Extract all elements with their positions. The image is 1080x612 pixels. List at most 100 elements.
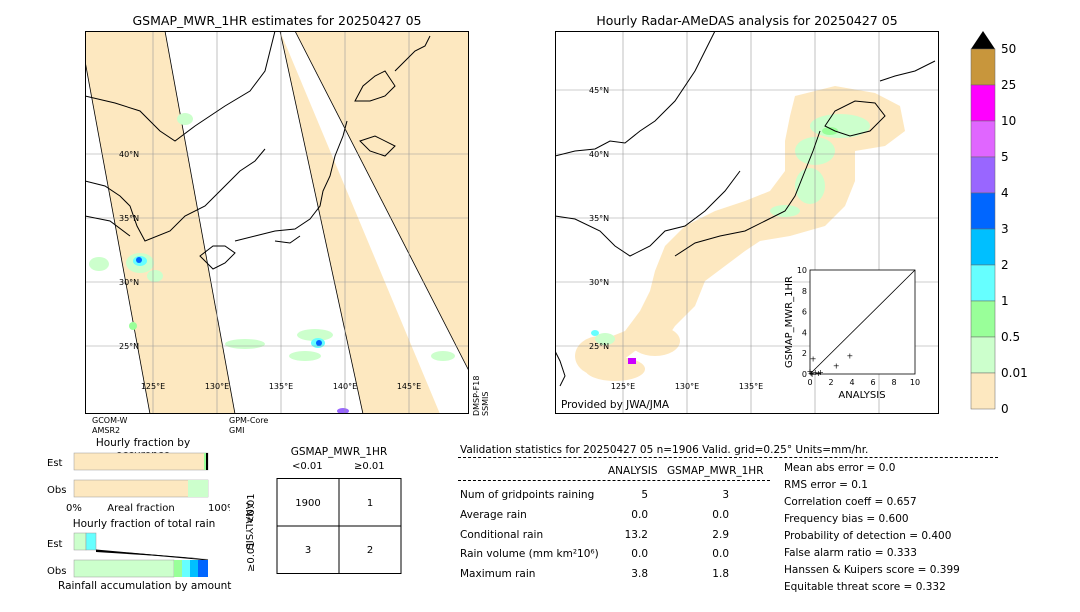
y-tick-labels: 0 2 4 6 8 10 (797, 266, 807, 379)
y-tick-label: 8 (802, 287, 807, 296)
sensor-label-left: GCOM-W AMSR2 (92, 416, 128, 435)
stat-row-label: Rain volume (mm km²10⁶) (460, 548, 599, 560)
scatter-point: + (810, 354, 817, 363)
colorbar-label: 25 (1001, 78, 1016, 92)
cell-11: 1900 (295, 498, 320, 509)
lon-label: 130°E (205, 382, 229, 391)
colorbar-labels: 50 25 10 5 4 3 2 1 0.5 0.01 0 (1001, 42, 1028, 416)
y-tick-label: 4 (802, 328, 807, 337)
map-credit: Provided by JWA/JMA (561, 399, 670, 411)
colorbar-label: 0.01 (1001, 366, 1028, 380)
x-tick-label: 0 (807, 378, 812, 387)
identity-line (809, 269, 916, 375)
contingency-table: ANALYSIS <0.01 ≥0.01 1900 1 3 2 (243, 478, 402, 574)
col-header-analysis: ANALYSIS (608, 465, 658, 477)
row-header-1: <0.01 (246, 493, 257, 524)
lat-label: 40°N (589, 150, 609, 159)
sensor-label-mid: GPM-Core GMI (229, 416, 269, 435)
stat-row-analysis: 0.0 (631, 509, 648, 521)
x-tick-label: 10 (910, 378, 920, 387)
colorbar-label: 0.5 (1001, 330, 1020, 344)
lon-label: 140°E (333, 382, 357, 391)
x-axis-label: ANALYSIS (838, 390, 885, 401)
scatter-point: + (815, 369, 822, 378)
scatter-point: + (812, 368, 819, 377)
obs-total-bar-3 (182, 560, 190, 577)
colorbar-label: 4 (1001, 186, 1009, 200)
right-map-title: Hourly Radar-AMeDAS analysis for 2025042… (596, 13, 898, 28)
left-map-lon-labels: 125°E 130°E 135°E 140°E 145°E (141, 382, 421, 391)
score-line: Equitable threat score = 0.332 (784, 581, 946, 593)
colorbar-swatch (970, 372, 996, 410)
lon-label: 125°E (141, 382, 165, 391)
lon-label: 135°E (269, 382, 293, 391)
validation-subdivider (458, 480, 770, 481)
est-bar-edge (206, 453, 208, 470)
y-tick-label: 2 (802, 349, 807, 358)
stat-row-label: Conditional rain (460, 529, 544, 541)
scatter-point: + (817, 368, 824, 377)
lat-label: 35°N (119, 214, 139, 223)
colorbar-swatches (970, 48, 996, 410)
lon-label: 145°E (397, 382, 421, 391)
swath-gap-east (280, 31, 469, 414)
est-bar-rain (204, 453, 206, 470)
x-tick-labels: 0 2 4 6 8 10 (807, 378, 920, 387)
row-label-est: Est (47, 458, 63, 469)
lat-label: 35°N (589, 214, 609, 223)
left-map-lat-labels: 40°N 35°N 30°N 25°N (119, 150, 139, 351)
score-line: Probability of detection = 0.400 (784, 530, 952, 542)
col-header-2: ≥0.01 (354, 461, 385, 472)
y-tick-label: 10 (797, 266, 807, 275)
score-line: Hanssen & Kuipers score = 0.399 (784, 564, 960, 576)
row-label-est: Est (47, 539, 63, 550)
svg-text:DMSP-F18: DMSP-F18 (472, 376, 481, 416)
colorbar-swatch (970, 156, 996, 194)
stat-row-label: Average rain (460, 509, 527, 521)
colorbar-swatch (970, 228, 996, 266)
colorbar-label: 10 (1001, 114, 1016, 128)
x-tick-label: 8 (891, 378, 896, 387)
validation-divider (458, 457, 998, 458)
lat-label: 40°N (119, 150, 139, 159)
colorbar-label: 2 (1001, 258, 1009, 272)
lon-label: 125°E (611, 382, 635, 391)
obs-total-bar-1 (73, 559, 175, 578)
colorbar-swatch (970, 336, 996, 374)
est-bar (73, 452, 209, 471)
stat-row-analysis: 5 (641, 489, 648, 501)
est-total-bar-2 (85, 532, 97, 551)
x-tick-label: 6 (870, 378, 875, 387)
stat-row-gsmap: 2.9 (712, 529, 729, 541)
cell-12: 1 (367, 498, 373, 509)
lat-label: 25°N (589, 342, 609, 351)
row-label-obs: Obs (47, 485, 66, 496)
axis-left: 0% (66, 503, 82, 514)
colorbar: 50 25 10 5 4 3 2 1 0.5 0.01 0 (970, 31, 1028, 416)
axis-mid: Areal fraction (107, 503, 174, 514)
colorbar-swatch (970, 300, 996, 338)
stat-row-gsmap: 0.0 (712, 509, 729, 521)
left-map: 40°N 35°N 30°N 25°N 125°E 130°E 135°E 14… (85, 31, 469, 414)
lon-label: 135°E (739, 382, 763, 391)
lat-label: 25°N (119, 342, 139, 351)
scatter-point: + (809, 370, 816, 379)
scatter-points: +++++++++ (807, 351, 854, 379)
y-axis-label: GSMAP_MWR_1HR (784, 276, 795, 368)
validation-header: Validation statistics for 20250427 05 n=… (460, 444, 869, 456)
contingency-title: GSMAP_MWR_1HR (290, 446, 388, 458)
y-tick-label: 6 (802, 308, 807, 317)
svg-text:SSMIS: SSMIS (481, 392, 490, 417)
scatter-point: + (808, 369, 815, 378)
stat-row-label: Num of gridpoints raining (460, 489, 595, 501)
row-label-obs: Obs (47, 566, 66, 577)
stat-row-gsmap: 0.0 (712, 548, 729, 560)
scatter-inset: +++++++++ 0 2 4 6 8 10 0 2 4 6 8 10 ANALYSIS GSMAP… (784, 266, 920, 401)
row-header-2: ≥0.01 (246, 541, 257, 572)
swath-gap-center (165, 31, 363, 414)
colorbar-label: 50 (1001, 42, 1016, 56)
score-line: False alarm ratio = 0.333 (784, 547, 917, 559)
score-line: Frequency bias = 0.600 (784, 513, 909, 525)
colorbar-swatch (970, 48, 996, 86)
x-tick-label: 2 (828, 378, 833, 387)
